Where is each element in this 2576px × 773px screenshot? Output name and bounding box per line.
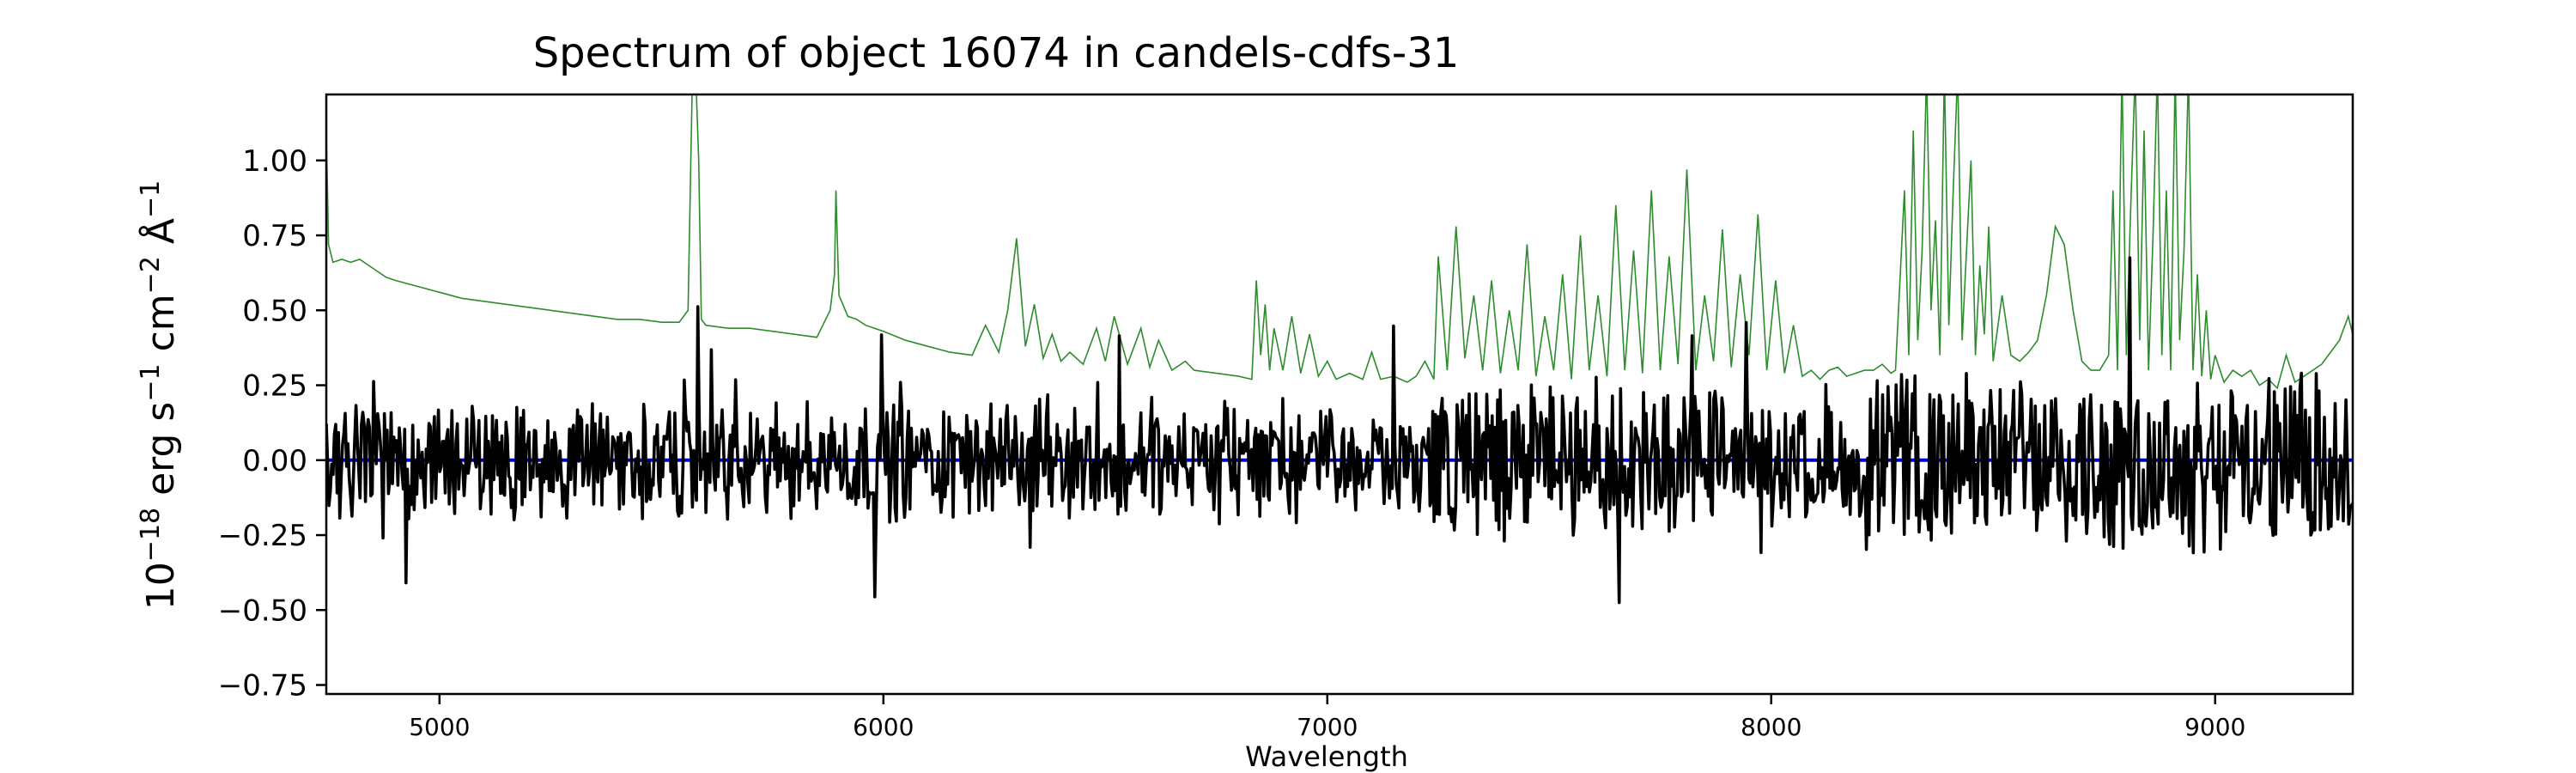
x-axis: 5000 6000 7000 8000 9000 [409, 694, 2245, 741]
plot-area [326, 94, 2353, 605]
plot-frame [325, 93, 2354, 696]
y-tick-label: 0.00 [242, 444, 307, 478]
x-tick-label: 6000 [853, 713, 914, 741]
y-tick-label: 0.50 [242, 294, 307, 328]
y-axis: 1.00 0.75 0.50 0.25 0.00 −0.25 −0.50 −0.75 [218, 144, 326, 703]
y-tick-label: 0.75 [242, 219, 307, 253]
error-spectrum-line [326, 94, 2353, 390]
y-tick-label: −0.25 [218, 519, 307, 553]
x-tick-label: 9000 [2184, 713, 2245, 741]
flux-spectrum-line [326, 256, 2353, 605]
x-tick-label: 5000 [409, 713, 470, 741]
y-axis-label: 10−18 erg s−1 cm−2 Å−1 [136, 180, 183, 610]
y-tick-label: −0.75 [218, 669, 307, 703]
y-tick-label: 1.00 [242, 144, 307, 179]
y-tick-label: −0.50 [218, 593, 307, 628]
y-tick-label: 0.25 [242, 369, 307, 404]
x-tick-label: 7000 [1297, 713, 1358, 741]
x-tick-label: 8000 [1741, 713, 1801, 741]
x-axis-label: Wavelength [1245, 740, 1408, 773]
chart-title: Spectrum of object 16074 in candels-cdfs… [533, 29, 1460, 77]
